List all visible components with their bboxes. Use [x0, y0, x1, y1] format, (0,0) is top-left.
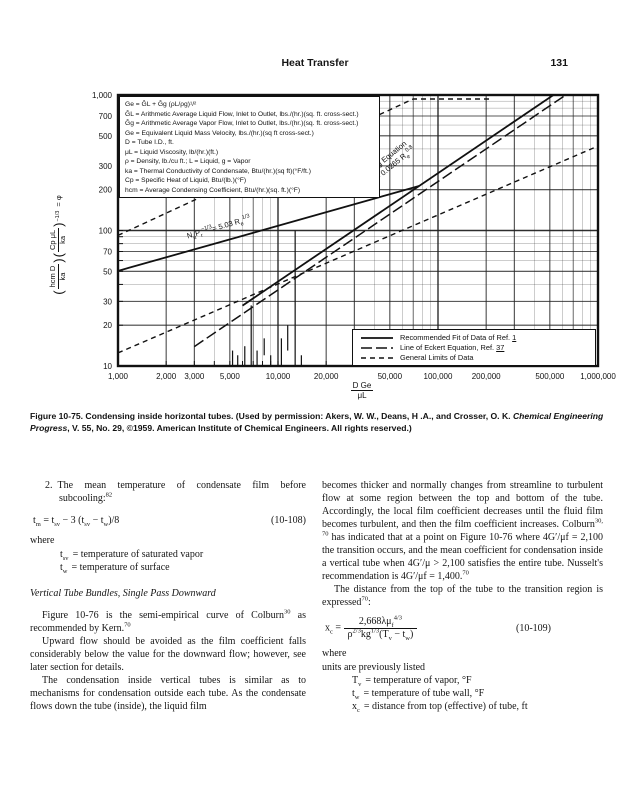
y-tick-label: 70	[103, 247, 112, 256]
paren: (	[50, 290, 66, 295]
definition-line: D = Tube I.D., ft.	[125, 139, 174, 147]
x-tick-label: 100,000	[424, 372, 453, 381]
body-right-column: becomes thicker and normally changes fro…	[322, 479, 603, 714]
equation-body: xc = 2,668λμf4/3 ρ2/3kg1/3(Tv − tw)	[325, 615, 418, 641]
chart-series	[118, 145, 598, 354]
legend-row: Recommended Fit of Data of Ref. 1	[359, 333, 591, 343]
y-tick-label: 200	[99, 186, 113, 195]
definition-line: Cp = Specific Heat of Liquid, Btu/(lb.)(…	[125, 177, 247, 185]
x-axis-label: D Ge μL	[350, 381, 374, 401]
plot-border	[116, 93, 600, 368]
definition-line: hcm = Average Condensing Coefficient, Bt…	[125, 186, 301, 194]
symbol-definitions: tsv = temperature of saturated vapor tw = …	[30, 548, 306, 575]
equation-10-108: tm = tsv − 3 (tsv − tw)/8 (10-108)	[33, 514, 306, 528]
y-tick-label: 30	[103, 297, 112, 306]
definition-line: μL = Liquid Viscosity, lb/(hr.)(ft.)	[125, 148, 219, 156]
paren: )	[50, 222, 66, 227]
definition-line: ρ = Density, lb./cu ft.; L = Liquid, g =…	[125, 158, 251, 166]
symbol-definition: xc = distance from top (effective) of tub…	[352, 701, 528, 714]
definition-line: Ge = Equivalent Liquid Mass Velocity, lb…	[125, 129, 314, 137]
reference-superscript: 70	[361, 595, 368, 603]
list-item-number: 2.	[45, 480, 53, 491]
y-tick-label: 300	[99, 162, 113, 171]
section-heading: Vertical Tube Bundles, Single Pass Downw…	[30, 588, 216, 599]
reference-superscript: 70	[462, 569, 469, 577]
x-tick-label: 50,000	[378, 372, 403, 381]
paragraph: The distance from the top of the tube to…	[322, 584, 603, 608]
x-tick-label: 200,000	[472, 372, 501, 381]
paragraph: becomes thicker and normally changes fro…	[322, 480, 603, 582]
legend-row: General Limits of Data	[359, 353, 591, 363]
paragraph-list-item: 2. The mean temperature of condensate fil…	[45, 480, 306, 504]
definition-line: Ge = ḠL + Ḡg (ρL/ρg)¹/²	[125, 101, 197, 108]
paragraph: The condensation inside vertical tubes i…	[30, 675, 306, 712]
reference-superscript: 82	[105, 491, 113, 499]
x-tick-label: 10,000	[266, 372, 291, 381]
chart-series	[118, 185, 420, 272]
y-tick-label: 1,000	[92, 91, 113, 100]
x-tick-label: 3,000	[184, 372, 205, 381]
chart-definitions-box: Ge = ḠL + Ḡg (ρL/ρg)¹/² ḠL = Arithmetic …	[119, 96, 380, 199]
x-tick-label: 500,000	[535, 372, 564, 381]
definition-line: ḠL = Arithmetic Average Liquid Flow, Inl…	[125, 110, 359, 118]
y-tick-label: 10	[103, 362, 112, 371]
x-tick-label: 20,000	[314, 372, 339, 381]
body-left-column: 2. The mean temperature of condensate fil…	[30, 479, 306, 713]
symbol-definition: tw = temperature of surface	[60, 562, 170, 575]
paren: )	[50, 258, 66, 263]
caption-figure-number: Figure 10-75.	[30, 411, 84, 421]
page-number: 131	[550, 57, 568, 69]
where-label: where	[30, 535, 55, 546]
y-tick-label: 100	[99, 227, 113, 236]
where-label: where	[322, 648, 347, 659]
symbol-definition: tsv = temperature of saturated vapor	[60, 549, 204, 562]
caption-journal-title: Chemical Engineering Progress	[30, 411, 604, 433]
symbol-definition: tw = temperature of tube wall, °F	[352, 688, 485, 701]
chart-tick-labels: 1,000 2,000 3,000 5,000 10,000 20,000 50,000 10…	[92, 91, 616, 381]
y-tick-label: 500	[99, 132, 113, 141]
definition-line: ka = Thermal Conductivity of Condensate,…	[125, 167, 311, 175]
paragraph: Figure 10-76 is the semi-empirical curve…	[30, 608, 306, 634]
legend-row: Line of Eckert Equation, Ref. 37	[359, 343, 591, 353]
equation-number: (10-108)	[271, 515, 306, 526]
legend-label: General Limits of Data	[400, 352, 474, 362]
reference-superscript: 30	[283, 608, 291, 616]
x-tick-label: 1,000	[108, 372, 129, 381]
paren: (	[50, 253, 66, 258]
paragraph: Upward flow should be avoided as the fil…	[30, 636, 306, 673]
y-tick-label: 50	[103, 267, 112, 276]
chart-legend: Recommended Fit of Data of Ref. 1 Line o…	[352, 329, 596, 366]
figure-caption: Figure 10-75. Condensing inside horizont…	[30, 411, 604, 433]
page-header-title: Heat Transfer	[281, 57, 349, 69]
reference-superscript: 70	[124, 621, 131, 629]
x-tick-label: 5,000	[220, 372, 241, 381]
definition-line: Ḡg = Arithmetic Average Vapor Flow, Inle…	[125, 120, 359, 128]
legend-label: Line of Eckert Equation, Ref. 37	[400, 342, 505, 352]
equation-10-109: xc = 2,668λμf4/3 ρ2/3kg1/3(Tv − tw) (10-1…	[325, 615, 603, 641]
symbol-definition: Tv = temperature of vapor, °F	[352, 675, 472, 688]
y-tick-label: 700	[99, 112, 113, 121]
y-tick-label: 20	[103, 321, 112, 330]
chart-series	[241, 95, 554, 307]
equation-number: (10-109)	[516, 622, 551, 634]
equation-body: tm = tsv − 3 (tsv − tw)/8	[33, 515, 120, 528]
x-tick-label: 1,000,000	[580, 372, 616, 381]
legend-label: Recommended Fit of Data of Ref. 1	[400, 333, 517, 342]
symbol-definitions: Tv = temperature of vapor, °F tw = tempera…	[322, 674, 603, 714]
reference-superscript: 30, 70	[322, 517, 603, 538]
units-note: units are previously listed	[322, 662, 426, 673]
x-tick-label: 2,000	[156, 372, 177, 381]
